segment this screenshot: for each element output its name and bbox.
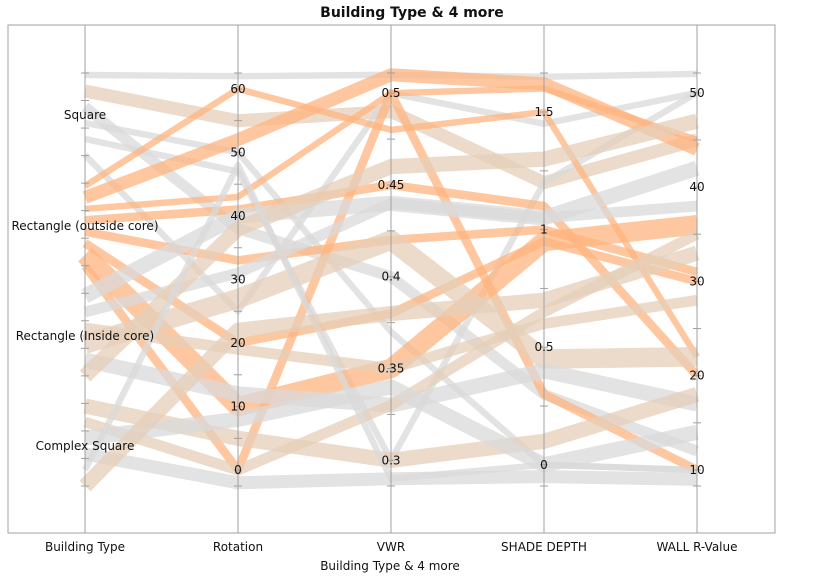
axis-name: VWR xyxy=(377,540,405,554)
tick-label: 30 xyxy=(689,274,704,288)
axis-name: Building Type xyxy=(45,540,125,554)
chart-title: Building Type & 4 more xyxy=(320,5,504,21)
axes-layer: Building Type Square Rectangle (outside co… xyxy=(12,25,738,554)
x-axis-label: Building Type & 4 more xyxy=(320,559,460,573)
tick-label: 0.4 xyxy=(381,270,400,284)
tick-label: 0 xyxy=(234,463,242,477)
tick-label: 10 xyxy=(689,463,704,477)
category-label: Complex Square xyxy=(36,439,135,453)
tick-label: 0.3 xyxy=(381,453,400,467)
tick-label: 0.5 xyxy=(534,340,553,354)
tick-label: 0 xyxy=(540,458,548,472)
tick-label: 1 xyxy=(540,223,548,237)
tick-label: 20 xyxy=(689,369,704,383)
axis-rotation: Rotation 0 10 20 30 40 50 60 xyxy=(213,25,263,554)
tick-label: 40 xyxy=(230,209,245,223)
tick-label: 0.5 xyxy=(381,86,400,100)
tick-label: 0.45 xyxy=(378,178,405,192)
tick-label: 60 xyxy=(230,82,245,96)
tick-label: 10 xyxy=(230,400,245,414)
tick-label: 0.35 xyxy=(378,362,405,376)
tick-label: 50 xyxy=(689,86,704,100)
tick-label: 20 xyxy=(230,336,245,350)
axis-name: WALL R-Value xyxy=(656,540,737,554)
category-label: Square xyxy=(64,108,106,122)
category-label: Rectangle (Inside core) xyxy=(16,329,155,343)
axis-name: Rotation xyxy=(213,540,263,554)
tick-label: 1.5 xyxy=(534,105,553,119)
tick-label: 50 xyxy=(230,145,245,159)
axis-shade-depth: SHADE DEPTH 0 0.5 1 1.5 xyxy=(501,25,587,554)
category-label: Rectangle (outside core) xyxy=(12,219,159,233)
tick-label: 30 xyxy=(230,273,245,287)
axis-vwr: VWR 0.3 0.35 0.4 0.45 0.5 xyxy=(377,25,405,554)
tick-label: 40 xyxy=(689,180,704,194)
axis-wall-r-value: WALL R-Value 10 20 30 40 50 xyxy=(656,25,738,554)
axis-building-type: Building Type Square Rectangle (outside co… xyxy=(12,25,159,554)
axis-name: SHADE DEPTH xyxy=(501,540,587,554)
